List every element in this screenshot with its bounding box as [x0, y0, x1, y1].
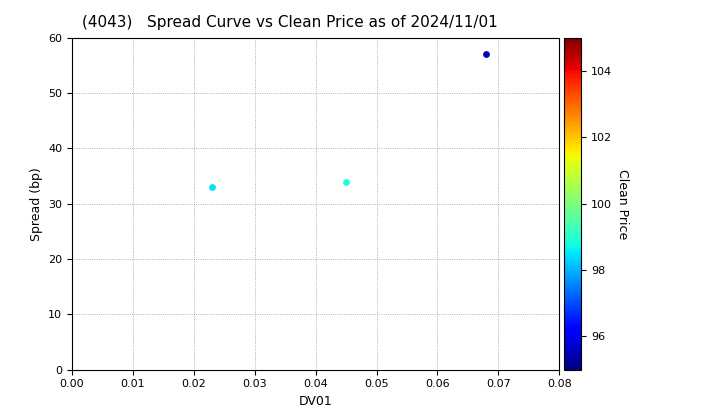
Y-axis label: Spread (bp): Spread (bp) [30, 167, 42, 241]
Y-axis label: Clean Price: Clean Price [616, 168, 629, 239]
Point [341, 178, 352, 185]
Point [480, 51, 492, 58]
X-axis label: DV01: DV01 [299, 395, 333, 408]
Text: (4043)   Spread Curve vs Clean Price as of 2024/11/01: (4043) Spread Curve vs Clean Price as of… [82, 15, 498, 30]
Point [207, 184, 218, 190]
